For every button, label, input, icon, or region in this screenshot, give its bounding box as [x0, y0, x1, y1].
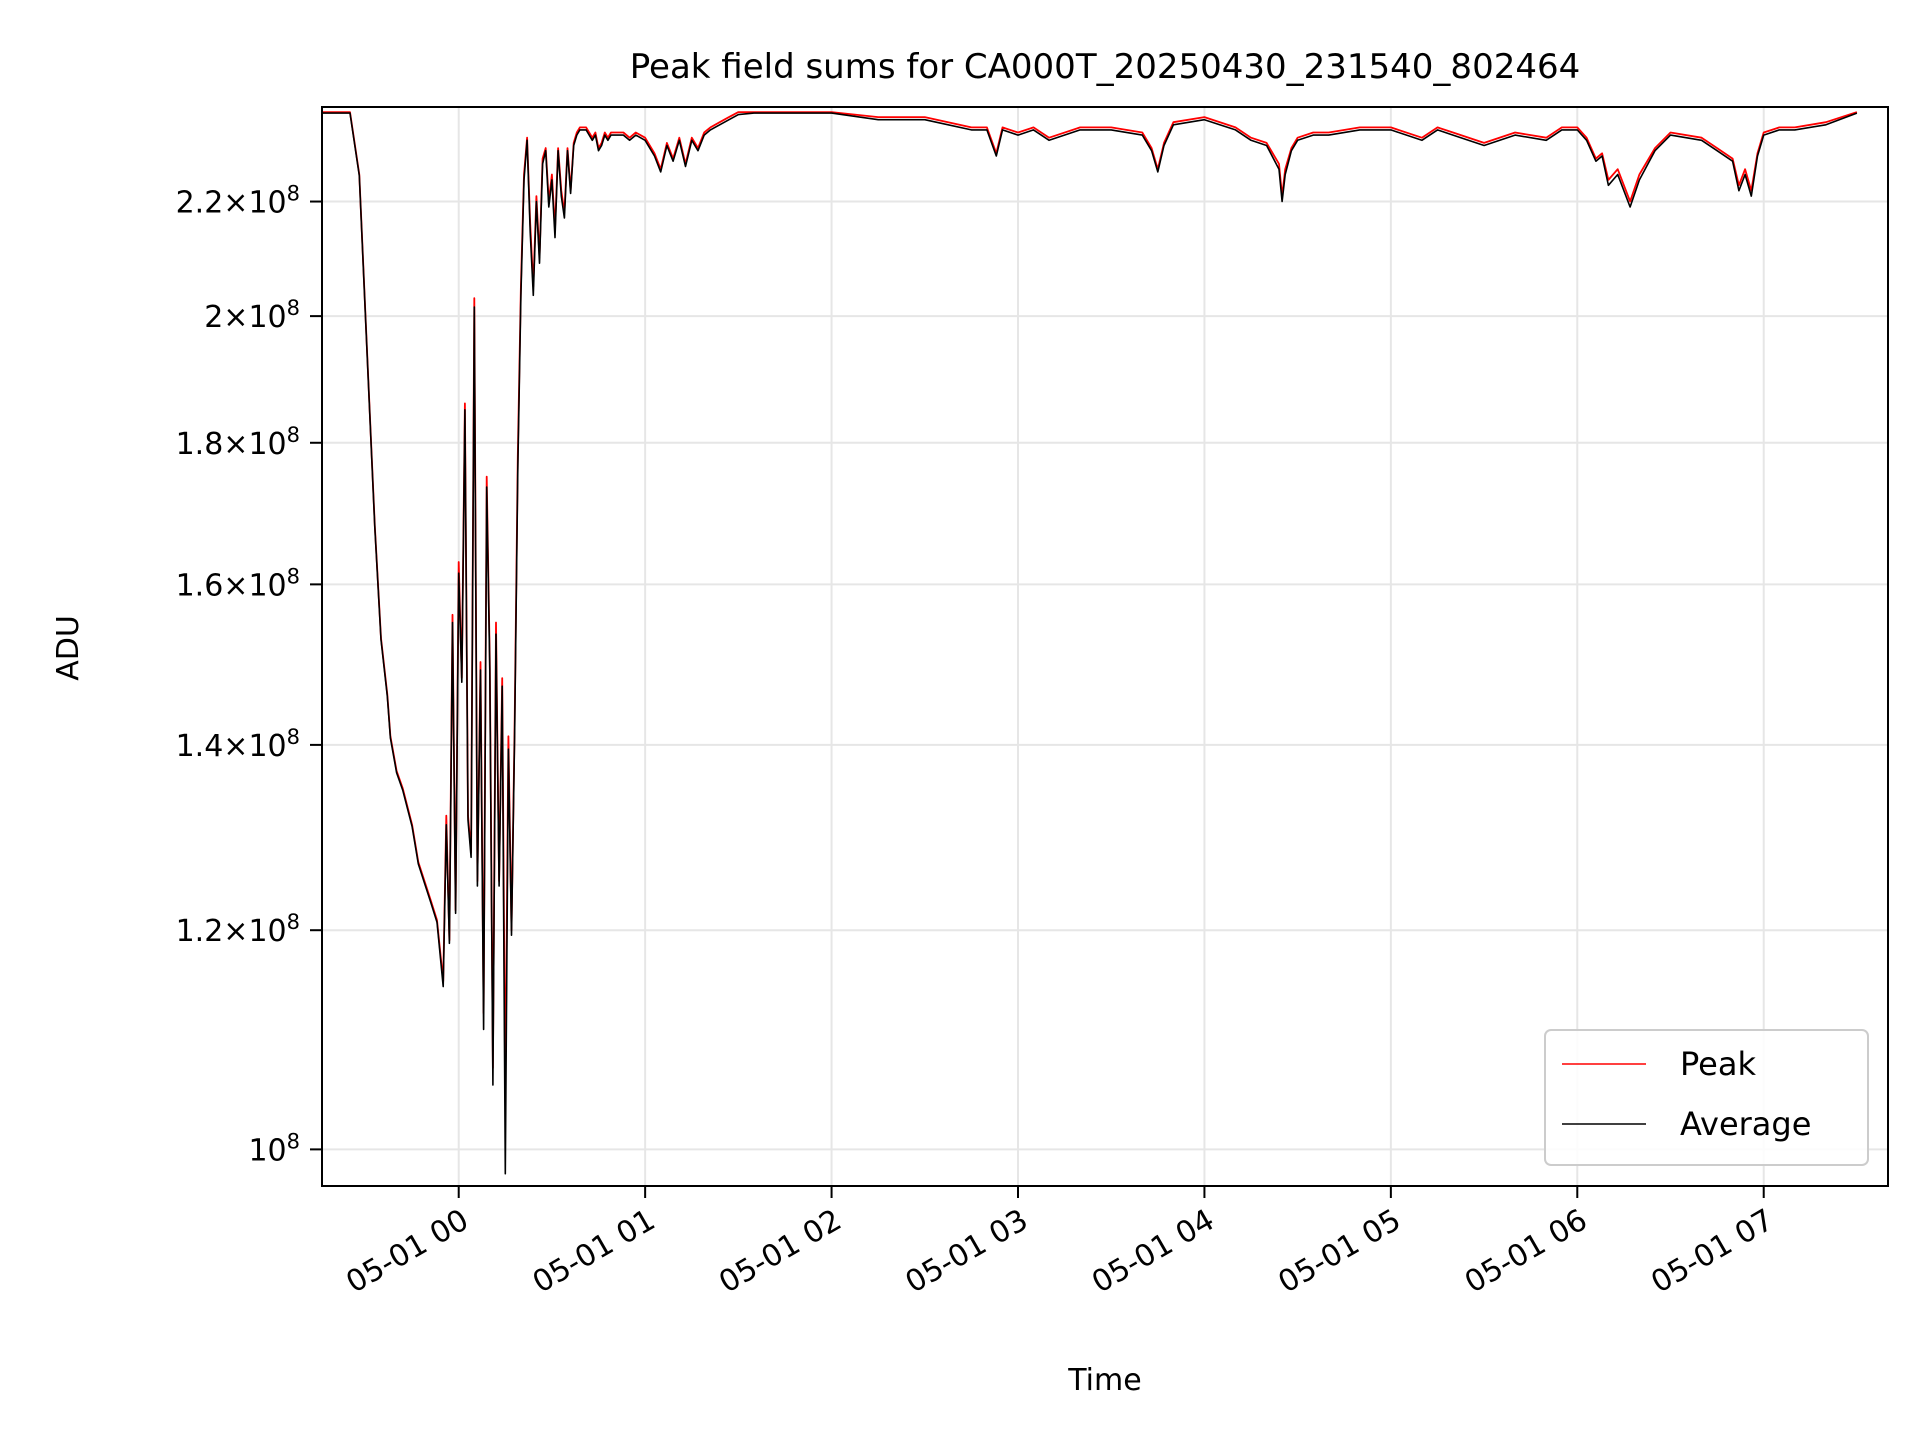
y-tick-label: 1.4×108 [176, 725, 300, 764]
legend-label-average: Average [1680, 1105, 1811, 1143]
chart-title: Peak field sums for CA000T_20250430_2315… [630, 47, 1580, 87]
y-axis: 108 1.2×108 1.4×108 1.6×108 1.8×108 2×108 2.2×… [176, 182, 322, 1168]
y-tick-label: 2×108 [204, 296, 300, 335]
gridlines [322, 107, 1888, 1186]
y-tick-label: 108 [248, 1129, 300, 1168]
y-tick-label: 1.6×108 [176, 564, 300, 603]
x-tick-label: 05-01 05 [1273, 1203, 1407, 1301]
x-tick-label: 05-01 01 [527, 1203, 661, 1301]
series-line-average [322, 112, 1858, 1175]
x-axis-label: Time [1067, 1363, 1141, 1398]
x-tick-label: 05-01 03 [900, 1203, 1034, 1301]
x-tick-label: 05-01 04 [1086, 1203, 1220, 1301]
x-axis: 05-01 00 05-01 01 05-01 02 05-01 03 05-01 04… [340, 1186, 1780, 1301]
y-tick-label: 1.8×108 [176, 423, 300, 462]
y-tick-label: 1.2×108 [176, 910, 300, 949]
x-tick-label: 05-01 00 [340, 1203, 474, 1301]
plot-frame [321, 106, 1889, 1187]
y-tick-label: 2.2×108 [176, 182, 300, 221]
legend-label-peak: Peak [1680, 1045, 1756, 1083]
x-tick-label: 05-01 02 [713, 1203, 847, 1301]
y-axis-label: ADU [51, 615, 86, 681]
x-tick-label: 05-01 07 [1645, 1203, 1779, 1301]
x-tick-label: 05-01 06 [1459, 1203, 1593, 1301]
series-line-peak [322, 111, 1858, 1104]
legend: Peak Average [1544, 1029, 1869, 1166]
series-layer [322, 111, 1858, 1175]
